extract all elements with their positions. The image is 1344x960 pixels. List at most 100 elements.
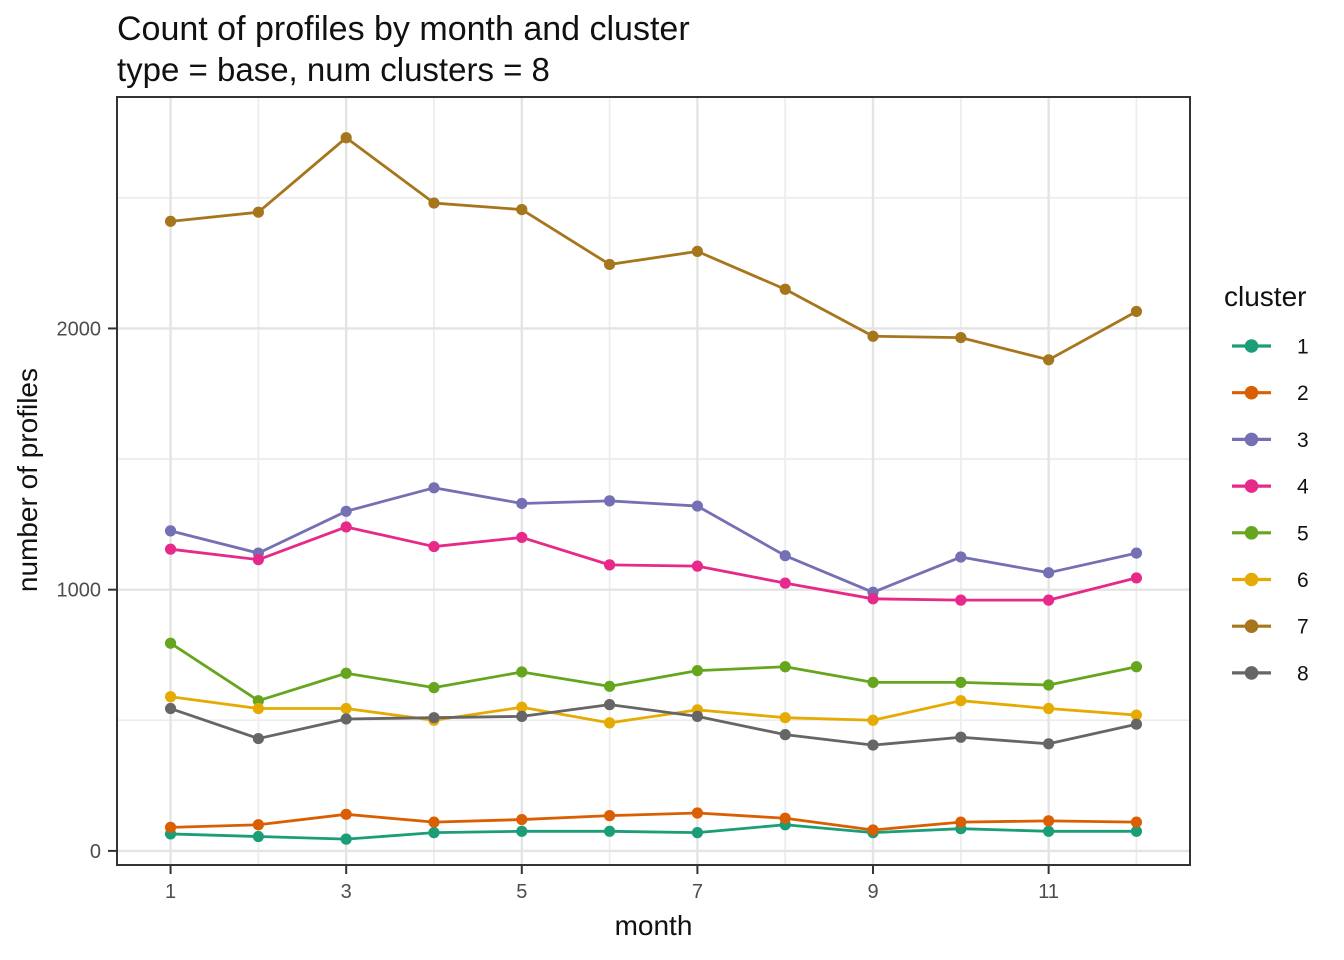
data-point-cluster-7-month-1 (164, 215, 177, 227)
data-point-cluster-8-month-12 (1130, 718, 1143, 730)
data-point-cluster-2-month-10 (955, 816, 967, 828)
data-point-cluster-7-month-12 (1130, 305, 1143, 318)
data-point-cluster-5-month-5 (516, 666, 528, 678)
legend-key-point-1 (1244, 339, 1259, 353)
data-point-cluster-2-month-7 (691, 807, 704, 819)
series-line-4 (169, 525, 1138, 602)
data-point-cluster-2-month-6 (603, 810, 616, 822)
panel-border (116, 96, 1191, 866)
data-point-cluster-7-month-8 (779, 283, 791, 295)
x-tick-label: 9 (867, 881, 878, 903)
data-point-cluster-6-month-11 (1043, 702, 1055, 715)
data-point-cluster-8-month-10 (955, 731, 967, 743)
data-point-cluster-4-month-8 (779, 577, 791, 589)
data-point-cluster-8-month-6 (603, 699, 616, 711)
data-point-cluster-4-month-4 (428, 540, 440, 553)
data-point-cluster-2-month-5 (516, 813, 528, 826)
y-tick-label: 1000 (57, 580, 102, 602)
data-point-cluster-5-month-3 (340, 667, 352, 679)
data-point-cluster-8-month-8 (779, 729, 791, 741)
series-line-1 (169, 823, 1138, 841)
data-point-cluster-3-month-5 (516, 497, 528, 510)
data-point-cluster-6-month-1 (164, 691, 177, 703)
legend-key-point-7 (1244, 619, 1259, 633)
data-point-cluster-6-month-3 (340, 702, 352, 715)
data-point-cluster-6-month-5 (516, 701, 528, 713)
data-point-cluster-7-month-7 (691, 245, 704, 257)
y-axis-title-wrap: number of profiles (6, 0, 50, 960)
data-point-cluster-4-month-5 (516, 531, 528, 544)
data-point-cluster-1-month-6 (603, 825, 616, 837)
data-point-cluster-3-month-11 (1043, 567, 1055, 579)
data-point-cluster-1-month-2 (252, 830, 264, 843)
data-point-cluster-2-month-2 (252, 819, 264, 831)
data-point-cluster-2-month-8 (779, 812, 791, 824)
data-point-cluster-7-month-6 (603, 258, 616, 271)
legend-label-5: 5 (1297, 522, 1309, 545)
data-point-cluster-7-month-10 (955, 331, 967, 344)
legend-label-4: 4 (1297, 476, 1309, 499)
data-point-cluster-5-month-4 (428, 682, 440, 694)
legend-title: cluster (1224, 281, 1306, 312)
legend-key-point-3 (1244, 432, 1259, 447)
data-point-cluster-4-month-9 (867, 593, 879, 605)
data-point-cluster-7-month-2 (252, 206, 264, 218)
data-point-cluster-7-month-11 (1043, 354, 1055, 366)
legend-label-2: 2 (1297, 382, 1309, 405)
legend-label-1: 1 (1297, 336, 1309, 359)
panel-background (117, 97, 1190, 865)
data-point-cluster-1-month-12 (1130, 825, 1143, 837)
series-line-6 (169, 695, 1138, 725)
x-axis-title: month (614, 910, 693, 941)
data-point-cluster-4-month-12 (1130, 572, 1143, 584)
data-point-cluster-3-month-7 (691, 500, 704, 512)
x-tick-label: 11 (1038, 881, 1059, 903)
data-point-cluster-5-month-1 (164, 637, 177, 649)
x-tick-label: 1 (165, 881, 176, 903)
data-point-cluster-4-month-2 (252, 554, 264, 566)
data-point-cluster-1-month-11 (1043, 825, 1055, 837)
legend-label-8: 8 (1297, 662, 1309, 685)
data-point-cluster-5-month-11 (1043, 679, 1055, 691)
data-point-cluster-2-month-11 (1043, 815, 1055, 827)
data-point-cluster-5-month-12 (1130, 661, 1143, 673)
data-point-cluster-1-month-7 (691, 827, 704, 839)
data-point-cluster-1-month-5 (516, 825, 528, 837)
data-point-cluster-8-month-2 (252, 732, 264, 745)
data-point-cluster-2-month-4 (428, 816, 440, 828)
data-point-cluster-4-month-10 (955, 594, 967, 606)
x-tick-label: 5 (516, 881, 527, 903)
data-point-cluster-4-month-6 (603, 559, 616, 571)
x-tick-label: 3 (341, 881, 352, 903)
legend-key-point-8 (1244, 666, 1259, 680)
data-point-cluster-1-month-3 (340, 833, 352, 845)
data-point-cluster-5-month-7 (691, 665, 704, 677)
y-tick-label: 2000 (57, 318, 102, 340)
data-point-cluster-8-month-7 (691, 710, 704, 722)
data-point-cluster-8-month-5 (516, 710, 528, 722)
data-point-cluster-3-month-10 (955, 551, 967, 563)
data-point-cluster-2-month-1 (164, 821, 177, 833)
data-point-cluster-3-month-12 (1130, 547, 1143, 559)
data-point-cluster-4-month-1 (164, 543, 177, 555)
data-point-cluster-4-month-11 (1043, 594, 1055, 606)
data-point-cluster-7-month-9 (867, 330, 879, 342)
data-point-cluster-8-month-4 (428, 712, 440, 724)
data-point-cluster-5-month-9 (867, 676, 879, 689)
legend-key-point-6 (1244, 572, 1259, 587)
series-line-8 (169, 703, 1138, 747)
legend-key-point-4 (1244, 479, 1259, 493)
data-point-cluster-3-month-8 (779, 550, 791, 562)
data-point-cluster-6-month-12 (1130, 709, 1143, 721)
data-point-cluster-8-month-3 (340, 713, 352, 725)
data-point-cluster-8-month-1 (164, 702, 177, 715)
data-point-cluster-7-month-3 (340, 132, 352, 144)
legend-label-7: 7 (1297, 616, 1309, 639)
data-point-cluster-4-month-7 (691, 560, 704, 572)
data-point-cluster-6-month-8 (779, 712, 791, 724)
data-point-cluster-2-month-12 (1130, 816, 1143, 828)
chart-subtitle: type = base, num clusters = 8 (117, 51, 550, 88)
y-axis-title: number of profiles (12, 367, 43, 593)
series-line-7 (169, 136, 1138, 362)
